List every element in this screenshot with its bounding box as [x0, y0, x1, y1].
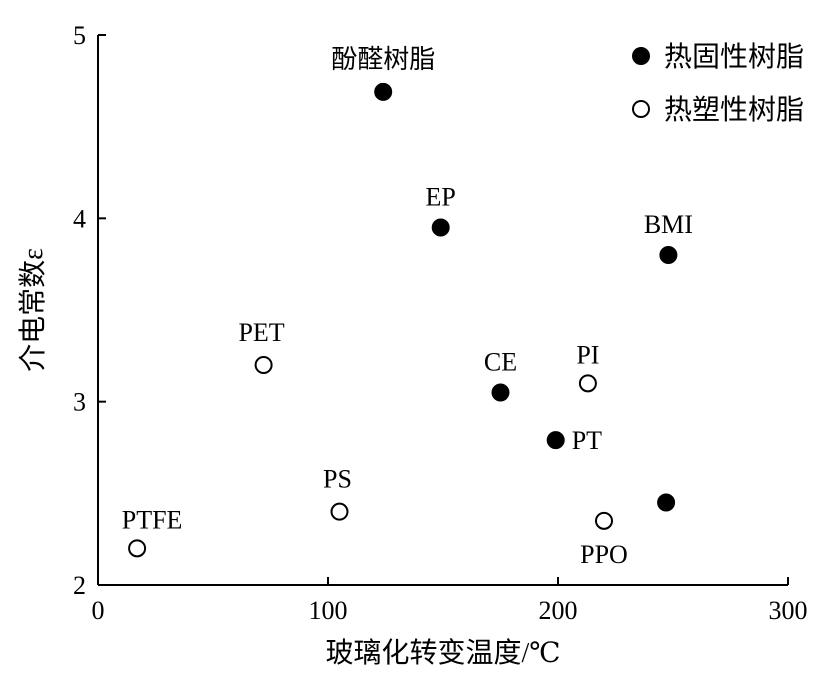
thermoset-point	[659, 246, 678, 264]
point-label: PS	[323, 465, 352, 494]
thermoset-point	[374, 82, 393, 101]
point-label: PPO	[580, 540, 628, 569]
thermoplastic-point	[254, 356, 273, 374]
thermoplastic-point	[128, 539, 147, 558]
thermoset-point	[431, 218, 450, 237]
thermoplastic-point	[330, 502, 349, 521]
point-label: CE	[484, 348, 517, 377]
y-axis-title: 介电常数ε	[17, 248, 49, 372]
x-tick-label: 0	[92, 596, 105, 625]
legend: 热固性树脂 热塑性树脂	[632, 41, 804, 126]
legend-label-thermoplastic: 热塑性树脂	[664, 94, 804, 126]
y-tick-label: 3	[73, 388, 86, 417]
point-label: EP	[426, 183, 456, 212]
y-tick-label: 4	[73, 204, 86, 233]
point-label: PET	[238, 318, 284, 347]
legend-marker-thermoplastic	[632, 100, 650, 118]
point-label: 酚醛树脂	[331, 45, 435, 74]
y-tick-label: 2	[73, 571, 86, 600]
y-tick-label: 5	[73, 21, 86, 50]
point-label: PI	[576, 340, 599, 369]
thermoset-point	[657, 493, 676, 512]
data-points	[128, 82, 678, 558]
axes	[97, 35, 788, 586]
x-tick-label: 200	[539, 596, 578, 625]
ticks: 0 100 200 300 2 3 4 5	[73, 21, 808, 625]
x-tick-label: 100	[309, 596, 348, 625]
thermoset-point	[491, 383, 510, 402]
point-label: BMI	[644, 210, 693, 239]
legend-marker-thermoset	[632, 47, 650, 65]
point-label: PTFE	[122, 505, 183, 534]
thermoplastic-point	[595, 511, 613, 530]
x-tick-label: 300	[769, 596, 808, 625]
x-axis-title: 玻璃化转变温度/℃	[325, 637, 560, 669]
thermoplastic-point	[578, 374, 597, 393]
thermoset-point	[546, 431, 565, 450]
point-labels: 酚醛树脂 EP BMI CE PT PET PI PS PTFE PPO	[122, 45, 693, 569]
legend-label-thermoset: 热固性树脂	[664, 41, 804, 73]
point-label: PT	[572, 426, 602, 455]
